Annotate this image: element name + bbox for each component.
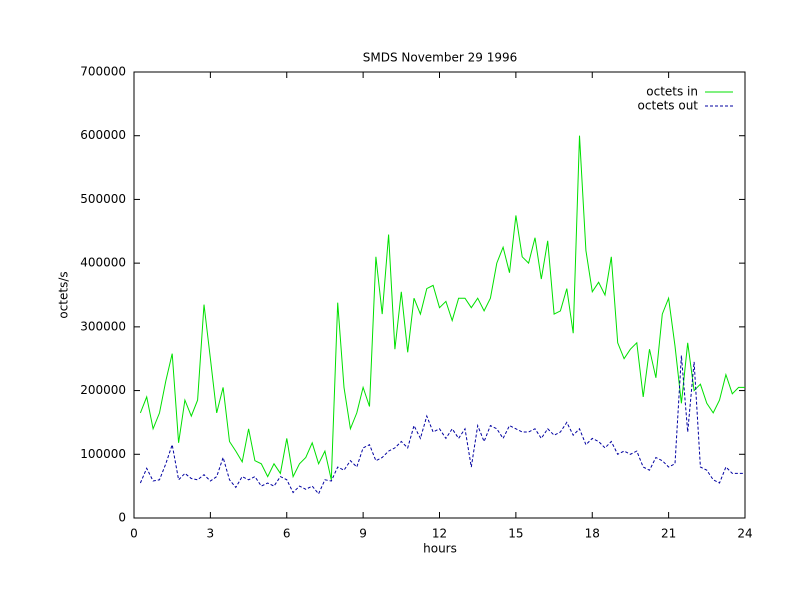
y-tick-label: 200000 — [80, 383, 126, 397]
y-tick-label: 300000 — [80, 319, 126, 333]
x-tick-label: 21 — [661, 527, 676, 541]
chart-title: SMDS November 29 1996 — [363, 51, 518, 65]
series-line — [139, 355, 745, 495]
x-tick-label: 0 — [130, 527, 138, 541]
x-tick-label: 18 — [585, 527, 600, 541]
y-tick-label: 100000 — [80, 447, 126, 461]
y-tick-label: 500000 — [80, 192, 126, 206]
x-tick-label: 24 — [737, 527, 752, 541]
y-tick-label: 700000 — [80, 65, 126, 79]
x-axis-label: hours — [423, 542, 457, 556]
legend-label: octets in — [646, 85, 698, 99]
x-tick-label: 12 — [432, 527, 447, 541]
y-tick-label: 0 — [118, 511, 126, 525]
plot-frame — [133, 71, 746, 519]
y-axis-label: octets/s — [57, 271, 71, 318]
series-line — [139, 135, 745, 480]
y-tick-label: 400000 — [80, 256, 126, 270]
y-tick-label: 600000 — [80, 128, 126, 142]
x-tick-label: 15 — [508, 527, 523, 541]
x-tick-label: 3 — [207, 527, 215, 541]
x-tick-label: 9 — [359, 527, 367, 541]
legend-label: octets out — [638, 99, 699, 113]
x-tick-label: 6 — [283, 527, 291, 541]
